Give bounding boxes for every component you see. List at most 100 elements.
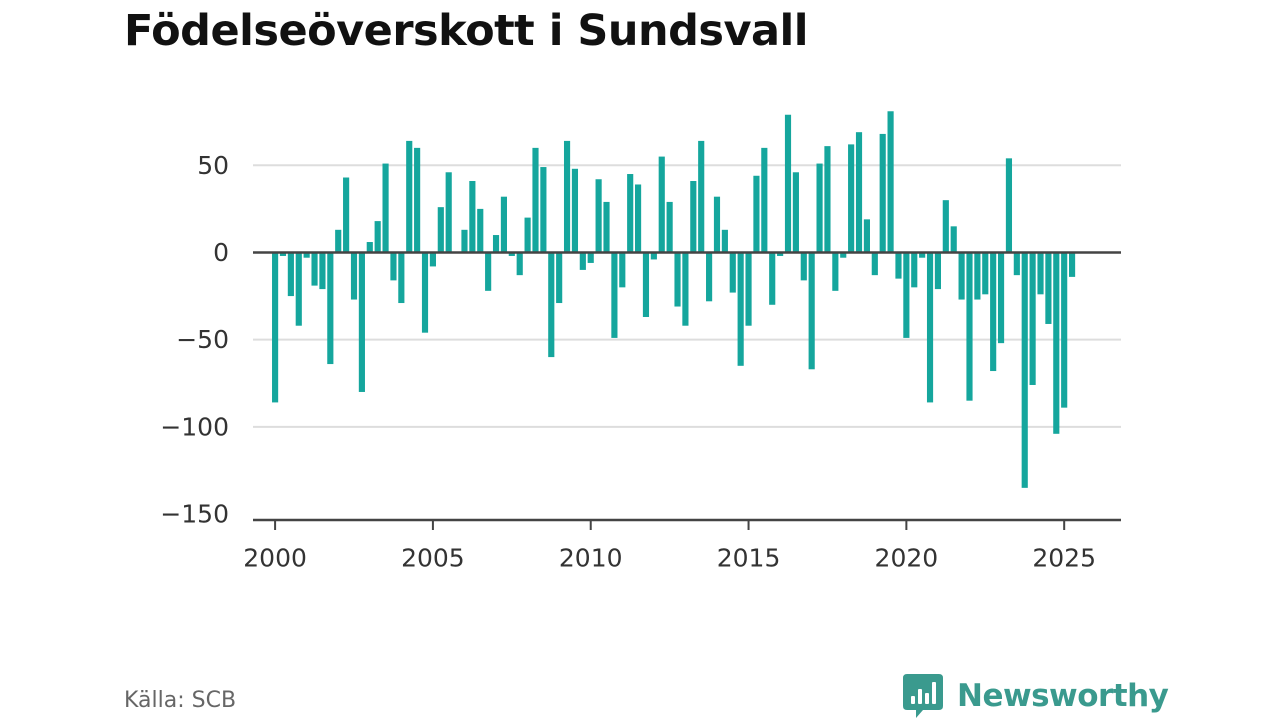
bar [635, 184, 642, 253]
bar [319, 252, 326, 290]
bar [1037, 252, 1044, 295]
bar [753, 175, 760, 253]
bar [650, 252, 657, 260]
y-tick-label: −50 [176, 325, 229, 354]
bar [713, 196, 721, 253]
bar [879, 133, 886, 253]
bar [524, 217, 531, 253]
bar [903, 252, 910, 338]
bar [540, 167, 547, 253]
bar [824, 146, 831, 253]
bar [382, 163, 389, 253]
bar [642, 252, 650, 317]
bar [563, 140, 571, 253]
bar [295, 252, 302, 326]
y-tick-label: 0 [213, 238, 229, 267]
bar [982, 252, 989, 295]
bar [406, 140, 413, 253]
bar [863, 219, 870, 253]
bar [729, 252, 736, 293]
bar-chart: 50 0 −50 −100 −150 2000 2005 2010 2015 2020 2025 [160, 111, 1121, 573]
x-tick-label: 2025 [1032, 544, 1096, 573]
bar [350, 252, 358, 300]
bar-series [272, 111, 1076, 488]
bar [469, 181, 476, 253]
bar [272, 252, 279, 403]
bar [1061, 252, 1068, 408]
bar [911, 252, 918, 288]
bar [682, 252, 689, 326]
bar [966, 252, 973, 401]
bar [532, 147, 539, 253]
bar [674, 252, 681, 307]
brand-name: Newsworthy [957, 678, 1169, 714]
bar [287, 252, 294, 297]
bar [477, 208, 484, 253]
bar [595, 179, 602, 253]
bar [508, 252, 515, 256]
bar [374, 221, 381, 253]
bar [492, 235, 500, 253]
bar [358, 252, 365, 392]
x-tick-label: 2020 [875, 544, 939, 573]
y-tick-label: −150 [160, 500, 229, 529]
y-tick-label: −100 [160, 412, 229, 441]
x-tick-label: 2005 [401, 544, 465, 573]
bar [784, 114, 792, 253]
brand-logo: Newsworthy [903, 672, 1169, 720]
x-tick-labels: 2000 2005 2010 2015 2020 2025 [243, 544, 1096, 573]
bar [1021, 252, 1028, 488]
x-tick-label: 2015 [717, 544, 781, 573]
bar [414, 147, 421, 253]
bar [500, 196, 507, 253]
bar [556, 252, 563, 304]
bar [737, 252, 744, 366]
bar [627, 174, 634, 253]
bar [990, 252, 997, 372]
bar [871, 252, 878, 276]
bar [445, 172, 452, 253]
bar [800, 252, 807, 281]
bar [721, 229, 728, 253]
bar [745, 252, 752, 326]
bar [840, 252, 847, 258]
bar [327, 252, 334, 365]
bar [579, 252, 586, 270]
axes [253, 251, 1121, 530]
bar [461, 229, 468, 253]
bar [548, 252, 555, 358]
bar [698, 140, 705, 253]
bar [777, 252, 784, 256]
bar [919, 252, 926, 258]
bar [398, 252, 405, 304]
bar [974, 252, 981, 300]
bar [335, 229, 342, 253]
bar [1069, 252, 1076, 277]
bar [808, 252, 815, 370]
chart-title: Födelseöverskott i Sundsvall [124, 6, 809, 56]
bar [666, 201, 673, 253]
y-tick-label: 50 [197, 151, 229, 180]
bar [311, 252, 318, 286]
bar [437, 207, 444, 253]
bar [421, 252, 429, 333]
bar [950, 226, 957, 253]
source-note: Källa: SCB [124, 688, 237, 713]
bar [1005, 158, 1013, 253]
bar [571, 168, 579, 253]
bar [1013, 252, 1020, 276]
bar [958, 252, 965, 300]
bar [485, 252, 492, 291]
bar [1029, 252, 1036, 385]
bar [761, 147, 768, 253]
bar [658, 156, 665, 253]
bar [279, 252, 287, 256]
bar [926, 252, 934, 403]
bar [769, 252, 776, 305]
bar [619, 252, 626, 288]
bar [390, 252, 397, 281]
bar [1053, 252, 1060, 434]
bar-chart-speech-bubble-icon [903, 674, 943, 718]
bar [887, 111, 894, 253]
bar [848, 144, 855, 253]
